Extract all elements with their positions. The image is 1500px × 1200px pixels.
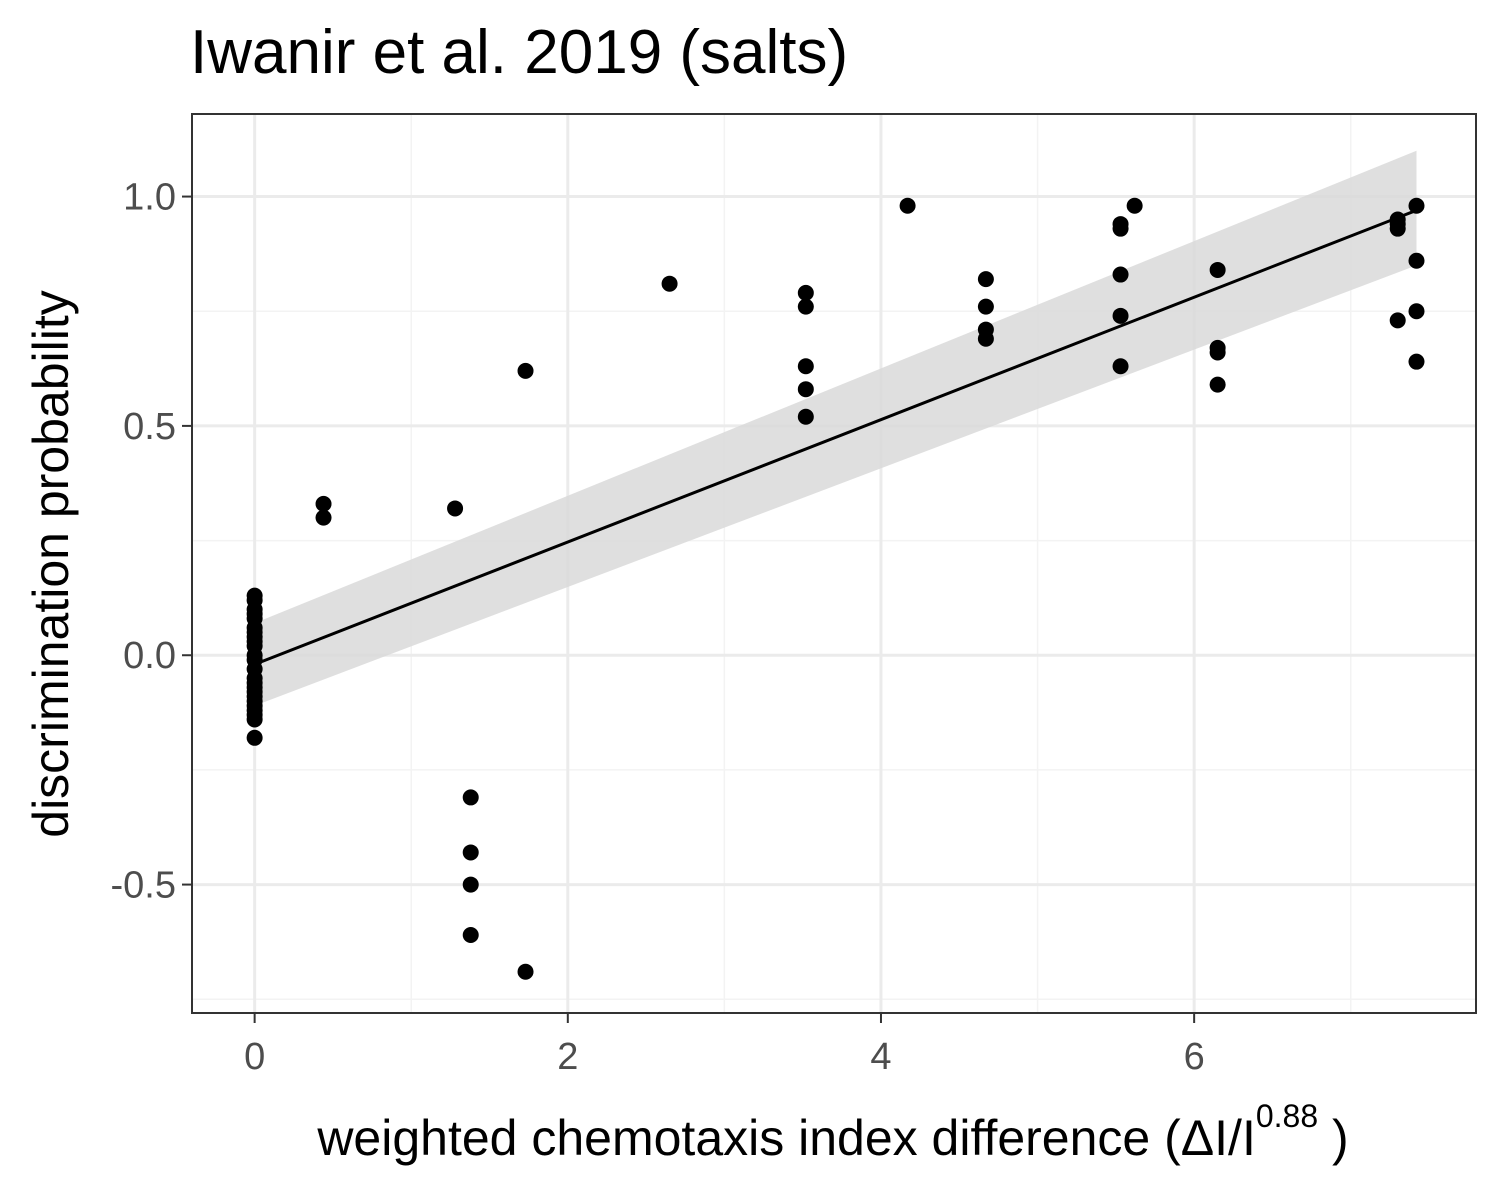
y-axis-label: discrimination probability	[23, 290, 79, 837]
y-axis-ticks: -0.5 0.0 0.5 1.0	[111, 177, 192, 907]
y-tick-label: -0.5	[111, 865, 176, 907]
chart-title: Iwanir et al. 2019 (salts)	[190, 18, 848, 87]
x-axis-label-suffix: )	[1318, 1110, 1349, 1166]
data-point	[1408, 303, 1425, 320]
regression-line	[254, 208, 1418, 666]
x-tick-label: 0	[244, 1036, 265, 1078]
data-point	[1112, 220, 1129, 237]
y-tick-label: 0.0	[123, 635, 176, 677]
data-point	[899, 197, 916, 214]
data-point	[1126, 197, 1143, 214]
data-point	[1209, 376, 1226, 393]
data-point	[1112, 307, 1129, 324]
x-axis-ticks: 0 2 4 6	[244, 1013, 1205, 1078]
panel-border	[191, 113, 1477, 1014]
data-point	[1112, 358, 1129, 375]
data-point	[1112, 266, 1129, 283]
data-point	[797, 381, 814, 398]
confidence-ribbon	[254, 150, 1417, 706]
data-point	[517, 362, 534, 379]
data-point	[977, 298, 994, 315]
plot-panel	[191, 113, 1477, 1014]
data-point	[1389, 312, 1406, 329]
data-point	[1408, 252, 1425, 269]
data-point	[462, 789, 479, 806]
y-tick-label: 0.5	[123, 406, 176, 448]
data-point	[797, 298, 814, 315]
x-tick-label: 6	[1184, 1036, 1205, 1078]
data-point	[977, 330, 994, 347]
x-axis-label-superscript: 0.88	[1256, 1098, 1318, 1134]
data-point	[315, 495, 332, 512]
data-point	[797, 408, 814, 425]
data-point	[1209, 344, 1226, 361]
data-point	[1209, 261, 1226, 278]
x-tick-label: 2	[557, 1036, 578, 1078]
data-point	[1389, 220, 1406, 237]
data-point	[517, 963, 534, 980]
data-point	[1408, 197, 1425, 214]
data-point	[1408, 353, 1425, 370]
y-tick-label: 1.0	[123, 177, 176, 219]
data-point	[462, 844, 479, 861]
data-point	[661, 275, 678, 292]
x-axis-label-prefix: weighted chemotaxis index difference (ΔI…	[316, 1110, 1256, 1166]
data-point	[462, 927, 479, 944]
data-point	[462, 876, 479, 893]
x-axis-label: weighted chemotaxis index difference (ΔI…	[316, 1098, 1348, 1166]
data-point	[797, 284, 814, 301]
data-point	[797, 358, 814, 375]
data-point	[246, 711, 263, 728]
x-tick-label: 4	[870, 1036, 891, 1078]
data-point	[977, 271, 994, 288]
data-point	[447, 500, 464, 517]
data-point	[315, 509, 332, 526]
data-point	[246, 729, 263, 746]
